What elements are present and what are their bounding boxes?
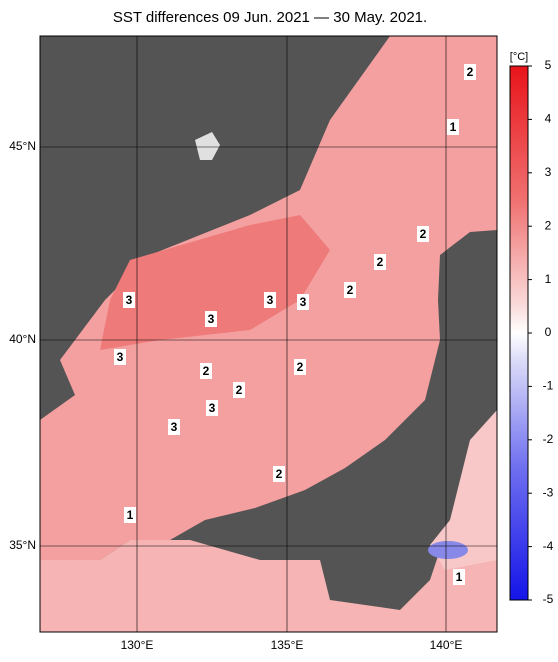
contour-label-box <box>297 294 309 310</box>
contour-label-box <box>453 569 465 585</box>
contour-label: 2 <box>297 360 304 374</box>
contour-label: 3 <box>267 293 274 307</box>
contour-label: 1 <box>456 570 463 584</box>
contour-label: 1 <box>450 120 457 134</box>
colorbar-tick-label: -1 <box>543 379 554 393</box>
contour-label: 2 <box>236 383 243 397</box>
cold-patch <box>428 541 468 559</box>
colorbar-tick-label: -2 <box>543 432 554 446</box>
grid <box>40 36 497 632</box>
lat-label: 35°N <box>9 538 36 552</box>
contour-label: 3 <box>209 401 216 415</box>
contour-label: 3 <box>208 312 215 326</box>
contour-label: 3 <box>171 420 178 434</box>
map: 2 1 2 2 2 3 3 3 3 3 2 2 2 3 3 2 1 1 <box>40 36 497 632</box>
contour-label-box <box>205 311 217 327</box>
colorbar <box>509 65 529 601</box>
colorbar-tick-label: 0 <box>545 325 552 339</box>
lat-label: 45°N <box>9 139 36 153</box>
colorbar-tick-label: -4 <box>543 539 554 553</box>
contour-label-box <box>233 382 245 398</box>
contour-label: 3 <box>126 293 133 307</box>
contour-label-box <box>344 282 356 298</box>
contour-label: 2 <box>276 467 283 481</box>
contour-label-box <box>374 254 386 270</box>
title: SST differences 09 Jun. 2021 — 30 May. 2… <box>113 9 427 26</box>
colorbar-tick-label: 3 <box>545 165 552 179</box>
contour-label: 2 <box>420 227 427 241</box>
contour-label-box <box>206 400 218 416</box>
contour-label-box <box>200 363 212 379</box>
contour-label-box <box>464 64 476 80</box>
contour-label-box <box>417 226 429 242</box>
contour-label-box <box>168 419 180 435</box>
lon-label: 130°E <box>121 638 154 652</box>
colorbar-tick-label: 1 <box>545 272 552 286</box>
colorbar-tick-label: -3 <box>543 485 554 499</box>
contour-label-box <box>124 507 136 523</box>
contour-label: 2 <box>467 65 474 79</box>
lon-label: 135°E <box>271 638 304 652</box>
contour-label: 3 <box>117 350 124 364</box>
contour-label: 3 <box>300 295 307 309</box>
contour-label-box <box>273 466 285 482</box>
colorbar-unit: [°C] <box>510 51 528 63</box>
contour-label: 1 <box>127 508 134 522</box>
island <box>195 132 220 160</box>
contour-label: 2 <box>347 283 354 297</box>
sea-south <box>40 500 497 632</box>
colorbar-tick-label: 2 <box>545 218 552 232</box>
lon-label: 140°E <box>430 638 463 652</box>
sea-upper <box>100 215 330 350</box>
contour-label-box <box>114 349 126 365</box>
colorbar-tick-label: 4 <box>545 112 552 126</box>
colorbar-tick-label: 5 <box>545 58 552 72</box>
contour-label-box <box>123 292 135 308</box>
lat-label: 40°N <box>9 332 36 346</box>
contour-label-box <box>264 292 276 308</box>
contour-label: 2 <box>377 255 384 269</box>
map-frame <box>39 35 498 633</box>
sea-east <box>430 410 497 570</box>
contour-label: 2 <box>203 364 210 378</box>
contour-label-box <box>294 359 306 375</box>
contour-label-box <box>447 119 459 135</box>
colorbar-tick-label: -5 <box>543 592 554 606</box>
